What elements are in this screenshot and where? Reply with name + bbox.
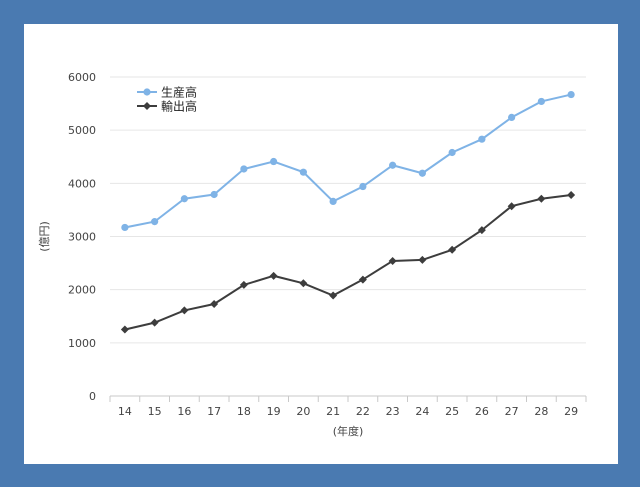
series-2 [120, 191, 576, 334]
x-tick-label: 14 [118, 405, 132, 418]
data-point [239, 280, 248, 289]
chart-card: 0 1000 2000 3000 4000 5000 6000 14 15 16 17 18 19 20… [24, 24, 618, 464]
data-point [477, 226, 486, 235]
data-point [299, 168, 307, 176]
x-axis: 14 15 16 17 18 19 20 21 22 23 24 25 26 27 28 29 [109, 395, 587, 418]
data-point [507, 202, 516, 211]
data-point [537, 194, 546, 203]
data-point [150, 318, 159, 327]
data-point [210, 190, 218, 199]
series-layer [120, 90, 576, 334]
legend-item: 生産高 [137, 85, 197, 100]
x-tick-label: 26 [475, 405, 489, 418]
y-tick-label: 4000 [68, 177, 96, 190]
x-tick-label: 23 [386, 405, 400, 418]
data-point [448, 245, 457, 254]
y-tick-label: 2000 [68, 284, 96, 297]
data-point [389, 161, 397, 169]
x-tick-label: 21 [326, 405, 340, 418]
data-point [418, 255, 427, 264]
data-point [240, 165, 248, 173]
data-point [359, 182, 367, 191]
y-tick-label: 1000 [68, 337, 96, 350]
x-tick-label: 20 [296, 405, 310, 418]
x-tick-label: 22 [356, 405, 370, 418]
data-point [121, 223, 129, 232]
legend-marker [143, 88, 151, 96]
y-tick-label: 6000 [68, 71, 96, 84]
x-tick-label: 24 [415, 405, 429, 418]
y-tick-label: 3000 [68, 231, 96, 244]
data-point [269, 271, 278, 280]
data-point [180, 306, 189, 315]
x-tick-label: 18 [237, 405, 251, 418]
y-tick-label: 0 [89, 390, 96, 403]
series-line [124, 93, 572, 229]
line-chart: 0 1000 2000 3000 4000 5000 6000 14 15 16 17 18 19 20… [38, 71, 587, 438]
x-tick-label: 15 [148, 405, 162, 418]
data-point [329, 197, 337, 206]
legend-item: 輸出高 [137, 99, 197, 114]
gridlines [110, 76, 586, 344]
data-point [567, 90, 575, 99]
data-point [418, 169, 426, 177]
legend-label: 輸出高 [161, 99, 197, 114]
x-tick-label: 25 [445, 405, 459, 418]
y-tick-label: 5000 [68, 124, 96, 137]
data-point [448, 148, 456, 157]
data-point [537, 97, 545, 106]
data-point [120, 325, 129, 334]
y-axis-label: (億円) [38, 221, 51, 252]
data-point [329, 291, 338, 300]
x-tick-label: 29 [564, 405, 578, 418]
data-point [567, 191, 576, 200]
data-point [180, 195, 188, 203]
y-axis-ticks: 0 1000 2000 3000 4000 5000 6000 [68, 71, 96, 403]
legend-marker [143, 102, 151, 110]
data-point [210, 300, 219, 309]
data-point [508, 113, 516, 122]
data-point [478, 135, 486, 143]
x-tick-label: 16 [177, 405, 191, 418]
x-tick-label: 28 [534, 405, 548, 418]
data-point [388, 256, 397, 265]
data-point [358, 275, 367, 284]
x-tick-label: 27 [505, 405, 519, 418]
series-line [124, 194, 572, 331]
data-point [270, 157, 278, 166]
x-tick-label: 19 [267, 405, 281, 418]
series-1 [121, 90, 575, 232]
x-axis-label: (年度) [333, 424, 364, 438]
x-tick-label: 17 [207, 405, 221, 418]
data-point [151, 218, 159, 226]
data-point [299, 279, 308, 288]
legend-label: 生産高 [161, 85, 197, 100]
